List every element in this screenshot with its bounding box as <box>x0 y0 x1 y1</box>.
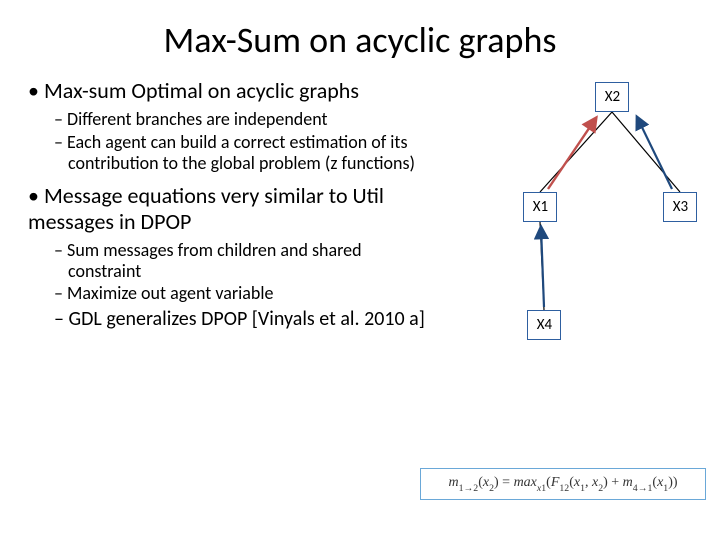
arrow-x1-to-x2 <box>548 118 596 189</box>
slide-root: { "title": "Max-Sum on acyclic graphs", … <box>0 0 720 540</box>
node-x2-label: X2 <box>605 88 620 106</box>
arrow-x3-to-x2 <box>637 117 672 189</box>
text-column: Max-sum Optimal on acyclic graphs Differ… <box>28 78 429 382</box>
bullet-2-sub-1: Maximize out agent variable <box>54 283 429 304</box>
bullet-2-sub-0: Sum messages from children and shared co… <box>54 240 429 281</box>
edge-x2-x3 <box>612 112 680 192</box>
node-x2: X2 <box>595 82 629 112</box>
bullet-1: Max-sum Optimal on acyclic graphs Differ… <box>28 78 429 173</box>
bullet-2-subs: Sum messages from children and shared co… <box>28 240 429 331</box>
edge-x2-x1 <box>540 112 612 192</box>
diagram-svg <box>437 82 697 382</box>
bullet-list: Max-sum Optimal on acyclic graphs Differ… <box>28 78 429 331</box>
bullet-1-sub-1: Each agent can build a correct estimatio… <box>54 132 429 173</box>
slide-title: Max-Sum on acyclic graphs <box>28 18 692 62</box>
node-x3: X3 <box>663 192 697 222</box>
node-x4: X4 <box>527 310 561 340</box>
equation-box: m1→2(x2) = maxx1(F12(x1, x2) + m4→1(x1)) <box>420 468 706 500</box>
bullet-2-text: Message equations very similar to Util m… <box>28 183 429 234</box>
content-row: Max-sum Optimal on acyclic graphs Differ… <box>28 78 692 382</box>
node-x1: X1 <box>523 192 557 222</box>
arrow-x4-to-x1 <box>541 227 544 307</box>
bullet-2-sub-2: GDL generalizes DPOP [Vinyals et al. 201… <box>54 308 429 331</box>
node-x3-label: X3 <box>673 198 688 216</box>
tree-diagram: X2 X1 X3 X4 <box>437 82 692 382</box>
bullet-1-text: Max-sum Optimal on acyclic graphs <box>28 78 429 103</box>
bullet-1-sub-0: Different branches are independent <box>54 109 429 130</box>
equation-text: m1→2(x2) = maxx1(F12(x1, x2) + m4→1(x1)) <box>448 475 677 493</box>
bullet-1-subs: Different branches are independent Each … <box>28 109 429 173</box>
node-x4-label: X4 <box>537 316 552 334</box>
bullet-2: Message equations very similar to Util m… <box>28 183 429 331</box>
node-x1-label: X1 <box>533 198 548 216</box>
